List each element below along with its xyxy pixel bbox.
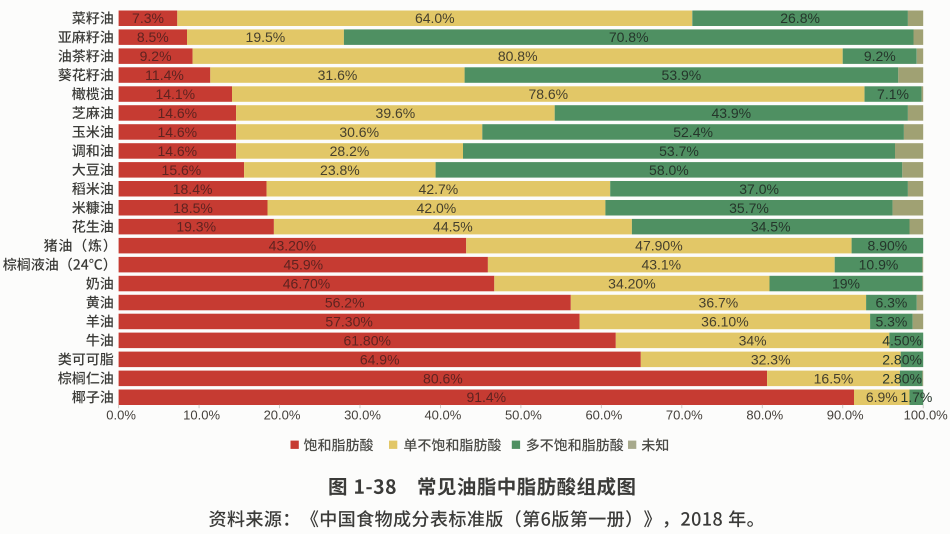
svg-text:18.5%: 18.5% [173,200,213,216]
svg-text:14.6%: 14.6% [157,105,197,121]
svg-text:53.9%: 53.9% [662,67,702,83]
svg-text:28.2%: 28.2% [330,143,370,159]
svg-text:30.6%: 30.6% [339,124,379,140]
svg-text:100.0%: 100.0% [904,408,949,423]
svg-text:52.4%: 52.4% [673,124,713,140]
svg-text:7.1%: 7.1% [877,86,909,102]
svg-text:1.7%: 1.7% [900,389,932,405]
svg-text:7.3%: 7.3% [132,10,164,26]
svg-text:43.20%: 43.20% [269,238,316,254]
svg-text:58.0%: 58.0% [649,162,689,178]
svg-text:80.6%: 80.6% [423,370,463,386]
svg-text:19%: 19% [832,276,860,292]
svg-text:70.0%: 70.0% [666,408,703,423]
svg-text:36.10%: 36.10% [701,313,748,329]
svg-text:36.7%: 36.7% [699,295,739,311]
svg-text:11.4%: 11.4% [145,67,184,83]
svg-text:90.0%: 90.0% [827,408,864,423]
svg-text:43.1%: 43.1% [641,257,681,273]
svg-text:37.0%: 37.0% [739,181,779,197]
svg-text:6.9%: 6.9% [866,389,898,405]
svg-text:64.9%: 64.9% [360,351,400,367]
svg-text:78.6%: 78.6% [528,86,568,102]
svg-text:5.3%: 5.3% [875,313,907,329]
svg-text:42.7%: 42.7% [419,181,459,197]
svg-text:16.5%: 16.5% [814,370,854,386]
svg-text:15.6%: 15.6% [162,162,202,178]
svg-text:8.5%: 8.5% [137,29,169,45]
svg-text:40.0%: 40.0% [424,408,461,423]
svg-text:4.50%: 4.50% [882,332,922,348]
svg-text:10.0%: 10.0% [183,408,220,423]
svg-text:60.0%: 60.0% [585,408,622,423]
svg-text:53.7%: 53.7% [659,143,699,159]
svg-text:18.4%: 18.4% [173,181,213,197]
svg-text:14.6%: 14.6% [157,143,197,159]
svg-text:57.30%: 57.30% [325,313,372,329]
svg-text:0.0%: 0.0% [106,408,136,423]
svg-text:20.0%: 20.0% [264,408,301,423]
svg-text:19.5%: 19.5% [246,29,286,45]
svg-text:42.0%: 42.0% [417,200,457,216]
svg-text:46.70%: 46.70% [283,276,330,292]
svg-text:45.9%: 45.9% [283,257,323,273]
svg-text:44.5%: 44.5% [433,219,473,235]
svg-text:2.80%: 2.80% [882,351,922,367]
svg-text:2.80%: 2.80% [882,370,922,386]
svg-text:26.8%: 26.8% [780,10,820,26]
svg-text:50.0%: 50.0% [505,408,542,423]
svg-text:9.2%: 9.2% [864,48,896,64]
svg-text:39.6%: 39.6% [376,105,416,121]
svg-text:91.4%: 91.4% [466,389,506,405]
svg-text:43.9%: 43.9% [711,105,751,121]
svg-text:8.90%: 8.90% [868,238,908,254]
svg-text:80.8%: 80.8% [498,48,538,64]
svg-text:70.8%: 70.8% [609,29,649,45]
svg-text:32.3%: 32.3% [751,351,791,367]
svg-text:34.5%: 34.5% [751,219,791,235]
svg-text:6.3%: 6.3% [875,295,907,311]
svg-text:31.6%: 31.6% [318,67,358,83]
svg-text:9.2%: 9.2% [140,48,172,64]
svg-text:14.1%: 14.1% [155,86,195,102]
svg-text:23.8%: 23.8% [320,162,360,178]
svg-text:47.90%: 47.90% [635,238,682,254]
svg-text:35.7%: 35.7% [729,200,769,216]
svg-text:30.0%: 30.0% [344,408,381,423]
svg-text:61.80%: 61.80% [343,332,390,348]
svg-text:34%: 34% [739,332,767,348]
svg-text:14.6%: 14.6% [157,124,197,140]
svg-text:80.0%: 80.0% [746,408,783,423]
svg-text:56.2%: 56.2% [325,295,365,311]
svg-text:19.3%: 19.3% [176,219,216,235]
svg-text:34.20%: 34.20% [608,276,655,292]
svg-text:10.9%: 10.9% [859,257,899,273]
svg-text:64.0%: 64.0% [415,10,455,26]
